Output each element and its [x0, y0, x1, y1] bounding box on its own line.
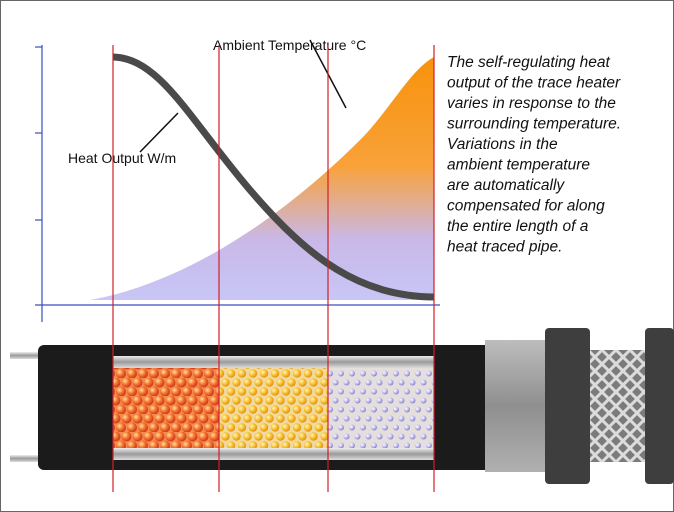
description-line: ambient temperature	[447, 157, 590, 174]
leader-line	[139, 112, 179, 153]
description-line: the entire length of a	[447, 218, 589, 235]
description-line: are automatically	[447, 177, 565, 194]
ambient-label: Ambient Temperature °C	[213, 37, 366, 53]
description-line: output of the trace heater	[447, 75, 621, 92]
axis-ticks	[35, 46, 42, 221]
description-line: heat traced pipe.	[447, 239, 562, 256]
cool-core	[328, 368, 434, 448]
description-line: varies in response to the	[447, 95, 616, 112]
description-line: surrounding temperature.	[447, 116, 621, 133]
description-line: compensated for along	[447, 198, 605, 215]
ambient-area	[90, 57, 434, 300]
inner-jacket	[485, 340, 545, 472]
wire	[10, 352, 40, 359]
heat-output-label: Heat Output W/m	[68, 150, 176, 166]
description-line: The self-regulating heat	[447, 54, 611, 71]
section-lines	[112, 45, 435, 492]
hot-core	[113, 368, 219, 448]
bus-wire	[113, 356, 434, 368]
wire	[10, 455, 40, 462]
description: The self-regulating heat output of the tr…	[447, 54, 621, 256]
warm-core	[219, 368, 328, 448]
heat-output-curve	[112, 53, 435, 301]
bus-wire	[113, 448, 434, 460]
outer-sleeve	[645, 328, 674, 484]
description-line: Variations in the	[447, 136, 558, 153]
outer-sleeve	[545, 328, 590, 484]
